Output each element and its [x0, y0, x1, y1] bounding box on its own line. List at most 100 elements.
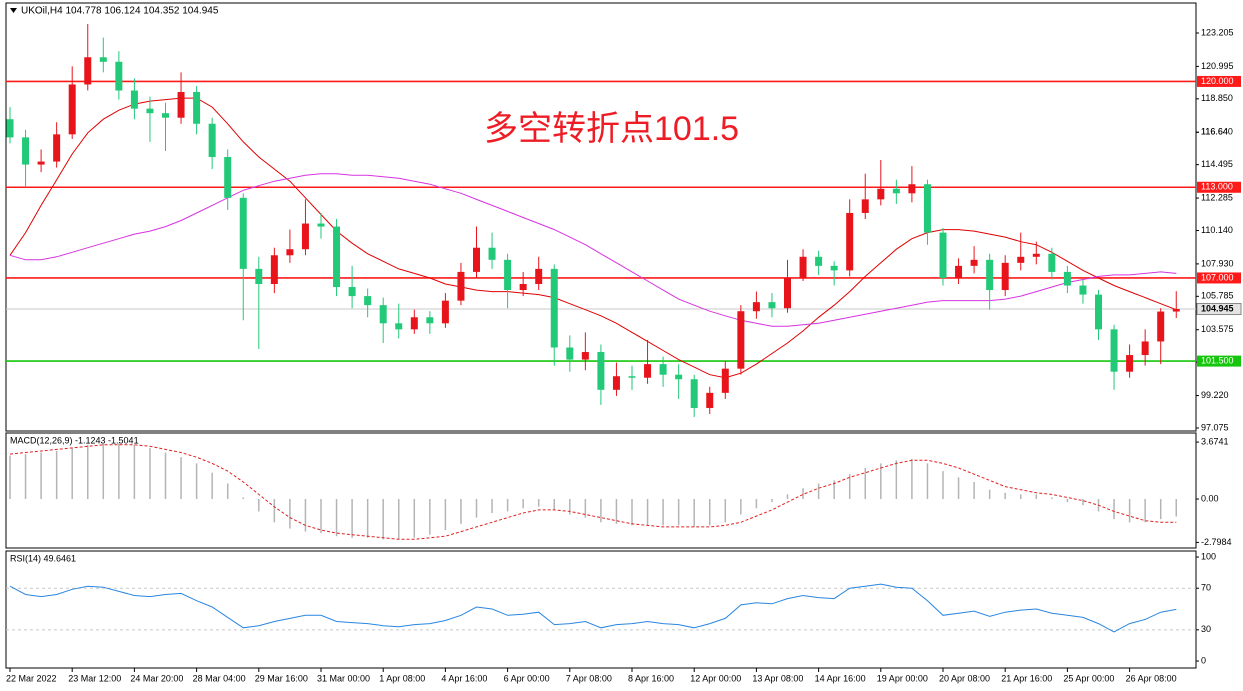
- candle-body: [939, 232, 947, 278]
- candle-body: [488, 247, 496, 260]
- candle-body: [892, 188, 900, 194]
- candle-body: [53, 134, 61, 162]
- candle-body: [457, 271, 465, 301]
- candle-body: [1172, 309, 1180, 312]
- y-tick-label: 97.075: [1201, 422, 1229, 432]
- candle-body: [752, 302, 760, 312]
- candle-body: [410, 317, 418, 330]
- rsi-line: [9, 583, 1177, 633]
- menu-triangle[interactable]: [10, 8, 17, 13]
- y-tick-label: 116.64: [1201, 127, 1228, 137]
- x-tick-label: 23 Mar 12:00: [68, 673, 121, 683]
- x-tick-label: 29 Mar 16:00: [255, 673, 308, 683]
- last-price-box: [1196, 303, 1242, 316]
- y-tick-label: 123.205: [1201, 27, 1234, 37]
- level-label-box: [1197, 181, 1241, 193]
- candle-body: [224, 157, 232, 198]
- candle-body: [255, 268, 263, 285]
- x-tick-label: 26 Apr 08:00: [1126, 673, 1177, 683]
- candle-body: [84, 57, 92, 85]
- candle-body: [628, 376, 636, 378]
- candle-body: [566, 347, 574, 360]
- level-label-box: [1197, 355, 1241, 367]
- y-tick-label: 99.220: [1201, 390, 1229, 400]
- candle-body: [1095, 294, 1102, 330]
- candle-body: [193, 92, 201, 124]
- candle-body: [6, 119, 14, 138]
- x-tick-label: 24 Mar 20:00: [130, 673, 183, 683]
- candle-body: [644, 364, 652, 378]
- level-label: 101.500: [1201, 355, 1234, 365]
- candle-body: [317, 223, 325, 227]
- candle-body: [690, 379, 698, 408]
- y-tick-label: 120.995: [1201, 61, 1234, 71]
- candle-body: [846, 212, 854, 271]
- candle-body: [768, 302, 776, 309]
- macd-panel: [5, 432, 1197, 549]
- y-tick-label: 114.495: [1201, 159, 1233, 169]
- candle-body: [737, 311, 745, 369]
- candle-body: [348, 287, 356, 297]
- candle-body: [1079, 285, 1087, 295]
- x-tick-label: 20 Apr 08:00: [939, 673, 990, 683]
- candle-body: [1157, 311, 1165, 342]
- candle-body: [333, 226, 341, 288]
- x-tick-label: 14 Apr 16:00: [815, 673, 866, 683]
- moving-average: [9, 97, 1177, 379]
- y-tick-label: 118.850: [1201, 93, 1233, 103]
- x-tick-label: 7 Apr 08:00: [566, 673, 612, 683]
- candle-body: [550, 268, 558, 348]
- candle-body: [130, 90, 138, 109]
- level-label: 107.000: [1201, 272, 1234, 282]
- candle-body: [286, 249, 294, 256]
- candle-body: [784, 277, 791, 309]
- x-tick-label: 19 Apr 00:00: [877, 673, 928, 683]
- candle-body: [1017, 256, 1025, 263]
- y-tick-label: 70: [1201, 583, 1211, 593]
- candle-body: [955, 265, 963, 278]
- x-tick-label: 8 Apr 16:00: [628, 673, 674, 683]
- candle-body: [473, 247, 480, 272]
- candle-body: [115, 61, 123, 91]
- candle-body: [830, 265, 838, 271]
- y-tick-label: 3.6741: [1201, 436, 1229, 446]
- macd-signal: [9, 444, 1177, 540]
- x-tick-label: 28 Mar 04:00: [193, 673, 246, 683]
- y-tick-label: 107.930: [1201, 258, 1234, 268]
- y-tick-label: 30: [1201, 624, 1211, 634]
- candle-body: [441, 300, 449, 324]
- y-tick-label: 105.785: [1201, 291, 1234, 301]
- candle-body: [37, 161, 45, 165]
- candle-body: [364, 296, 372, 306]
- level-label: 113.000: [1201, 182, 1233, 192]
- level-label-box: [1197, 75, 1241, 87]
- y-tick-label: 0: [1201, 655, 1206, 665]
- candle-body: [659, 364, 667, 375]
- candle-body: [379, 305, 387, 324]
- y-tick-label: 100: [1201, 551, 1216, 561]
- candle-body: [1048, 253, 1056, 272]
- candle-body: [970, 259, 978, 266]
- candle-body: [1141, 341, 1149, 356]
- x-tick-label: 13 Apr 08:00: [752, 673, 803, 683]
- candle-body: [1063, 271, 1071, 286]
- candle-body: [597, 352, 605, 390]
- candle-body: [908, 184, 916, 194]
- candle-body: [1110, 329, 1118, 372]
- x-tick-label: 6 Apr 00:00: [504, 673, 550, 683]
- x-tick-label: 22 Mar 2022: [6, 673, 57, 683]
- y-tick-label: 110.140: [1201, 225, 1233, 235]
- last-price-label: 104.945: [1201, 303, 1234, 313]
- candle-body: [1126, 355, 1134, 372]
- y-tick-label: 103.575: [1201, 324, 1234, 334]
- candle-body: [177, 92, 185, 118]
- candle-body: [799, 256, 807, 278]
- y-tick-label: 116.640: [1201, 127, 1233, 137]
- x-tick-label: 12 Apr 00:00: [690, 673, 741, 683]
- candle-body: [426, 317, 434, 324]
- candle-body: [301, 223, 309, 250]
- candle-body: [395, 323, 403, 330]
- candle-body: [68, 84, 76, 135]
